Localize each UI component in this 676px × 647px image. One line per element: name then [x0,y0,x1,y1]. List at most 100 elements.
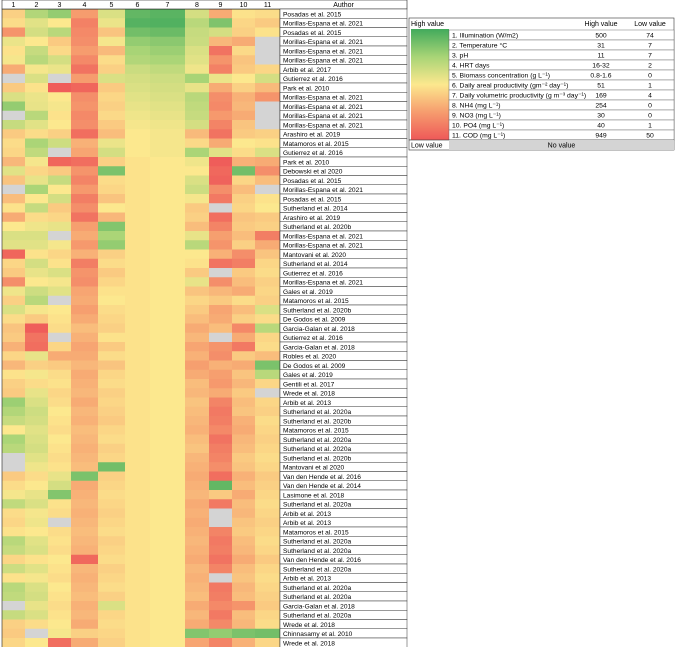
heatmap-cell [71,249,99,260]
legend-item-high: 30 [597,113,605,120]
heatmap-cell [25,203,49,213]
heatmap-cell [71,110,99,121]
author-label: Park et al. 2010 [283,159,330,166]
heatmap-cell [48,536,72,546]
heatmap-cell [98,249,126,260]
heatmap-cell [48,249,72,260]
heatmap-cell [25,369,49,380]
heatmap-cell [150,628,186,639]
author-label: Gutierrez et al. 2016 [283,76,343,83]
heatmap-cell [98,416,126,426]
heatmap-cell [98,9,126,19]
heatmap-cell [48,73,72,84]
heatmap-cell [98,157,126,167]
heatmap-cell [150,212,186,223]
heatmap-cell [125,27,151,38]
heatmap-cell [185,295,210,306]
heatmap-cell [125,18,151,28]
heatmap-cell [71,453,99,463]
heatmap-cell [98,638,126,647]
heatmap-cell [71,258,99,269]
heatmap-cell [25,9,49,19]
heatmap-cell [48,9,72,19]
heatmap-cell [48,628,72,639]
heatmap-cell [2,406,26,417]
heatmap-cell [125,610,151,620]
heatmap-cell [25,249,49,260]
heatmap-cell [2,610,26,620]
heatmap-cell [25,508,49,519]
heatmap-cell [185,379,210,389]
heatmap-cell [25,36,49,47]
heatmap-cell [185,9,210,19]
legend-item-high: 31 [597,43,605,50]
heatmap-cell [125,582,151,593]
heatmap-cell [185,351,210,361]
legend-item-label: 2. Temperature °C [452,42,507,50]
author-label: Arbib et al. 2013 [283,576,331,583]
heatmap-cell [125,499,151,509]
heatmap-cell [232,166,256,176]
heatmap-cell [2,471,26,482]
heatmap-cell [255,564,281,574]
heatmap-cell [98,536,126,546]
heatmap-cell [98,490,126,500]
heatmap-cell [98,221,126,232]
heatmap-cell [48,305,72,315]
heatmap-cell [98,36,126,47]
heatmap-cell [2,591,26,602]
author-label: Sutherland et al. 2020a [283,502,352,509]
heatmap-cell [209,517,233,528]
heatmap-cell [2,92,26,102]
heatmap-cell [48,564,72,574]
heatmap-cell [150,416,186,426]
heatmap-cell [25,573,49,583]
heatmap-cell [25,323,49,334]
heatmap-cell [25,638,49,647]
heatmap-cell [255,573,281,583]
heatmap-cell [71,369,99,380]
heatmap-cell [2,564,26,574]
heatmap-cell [185,462,210,472]
heatmap-cell [48,27,72,38]
heatmap-cell [185,55,210,65]
heatmap-cell [209,342,233,352]
heatmap-cell [71,536,99,546]
heatmap-cell [71,554,99,565]
heatmap-cell [2,18,26,28]
heatmap-cell [232,471,256,482]
heatmap-cell [25,416,49,426]
heatmap-cell [2,323,26,334]
heatmap-cell [25,545,49,556]
heatmap-cell [232,46,256,56]
legend-item-low: 2 [648,63,652,70]
heatmap-cell [209,212,233,223]
heatmap-cell [209,147,233,158]
heatmap-cell [125,83,151,93]
heatmap-cell [255,406,281,417]
heatmap-cell [125,471,151,482]
heatmap-cell [209,203,233,213]
heatmap-cell [255,138,281,149]
heatmap-cell [232,194,256,204]
heatmap-cell [2,397,26,408]
heatmap-cell [125,619,151,630]
legend-item-high: 51 [597,83,605,90]
heatmap-cell [125,175,151,186]
legend-item-low: 50 [646,133,654,140]
heatmap-cell [232,453,256,463]
heatmap-cell [185,221,210,232]
heatmap-cell [232,175,256,186]
heatmap-cell [255,360,281,371]
heatmap-cell [255,46,281,56]
heatmap-cell [98,138,126,149]
heatmap-cell [209,277,233,287]
heatmap-cell [255,499,281,509]
heatmap-cell [209,110,233,121]
heatmap-cell [2,388,26,398]
heatmap-cell [209,249,233,260]
heatmap-cell [255,212,281,223]
heatmap-cell [48,582,72,593]
heatmap-cell [185,397,210,408]
heatmap-cell [185,434,210,445]
